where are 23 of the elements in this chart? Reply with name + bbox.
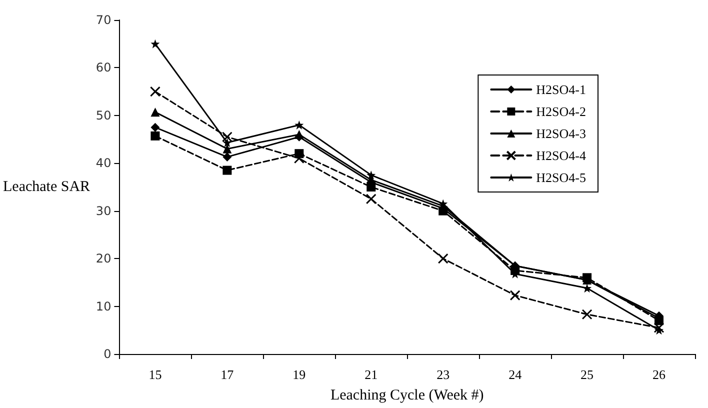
y-tick-label: 10 xyxy=(96,299,112,314)
y-tick-label: 50 xyxy=(96,108,112,122)
x-axis-title: Leaching Cycle (Week #) xyxy=(330,388,484,404)
x-tick-label: 15 xyxy=(148,367,162,382)
y-axis-title: Leachate SAR xyxy=(2,179,90,195)
x-tick-label: 21 xyxy=(364,367,378,382)
x-tick-label: 24 xyxy=(508,367,522,382)
x-tick-label: 17 xyxy=(220,367,234,382)
legend-label: H2SO4-4 xyxy=(536,148,586,163)
y-tick-label: 40 xyxy=(96,156,112,170)
y-tick-label: 0 xyxy=(104,347,112,361)
x-tick-label: 25 xyxy=(580,367,594,382)
y-tick-label: 20 xyxy=(96,252,112,266)
y-tick-label: 60 xyxy=(96,60,112,75)
legend-label: H2SO4-3 xyxy=(536,126,586,141)
legend-label: H2SO4-5 xyxy=(536,170,586,185)
x-tick-label: 23 xyxy=(436,367,450,382)
y-tick-label: 70 xyxy=(96,13,112,27)
legend-label: H2SO4-1 xyxy=(536,82,586,97)
x-tick-label: 19 xyxy=(292,367,306,382)
x-tick-label: 26 xyxy=(652,367,666,382)
y-tick-label: 30 xyxy=(96,204,112,218)
legend-label: H2SO4-2 xyxy=(536,104,586,119)
